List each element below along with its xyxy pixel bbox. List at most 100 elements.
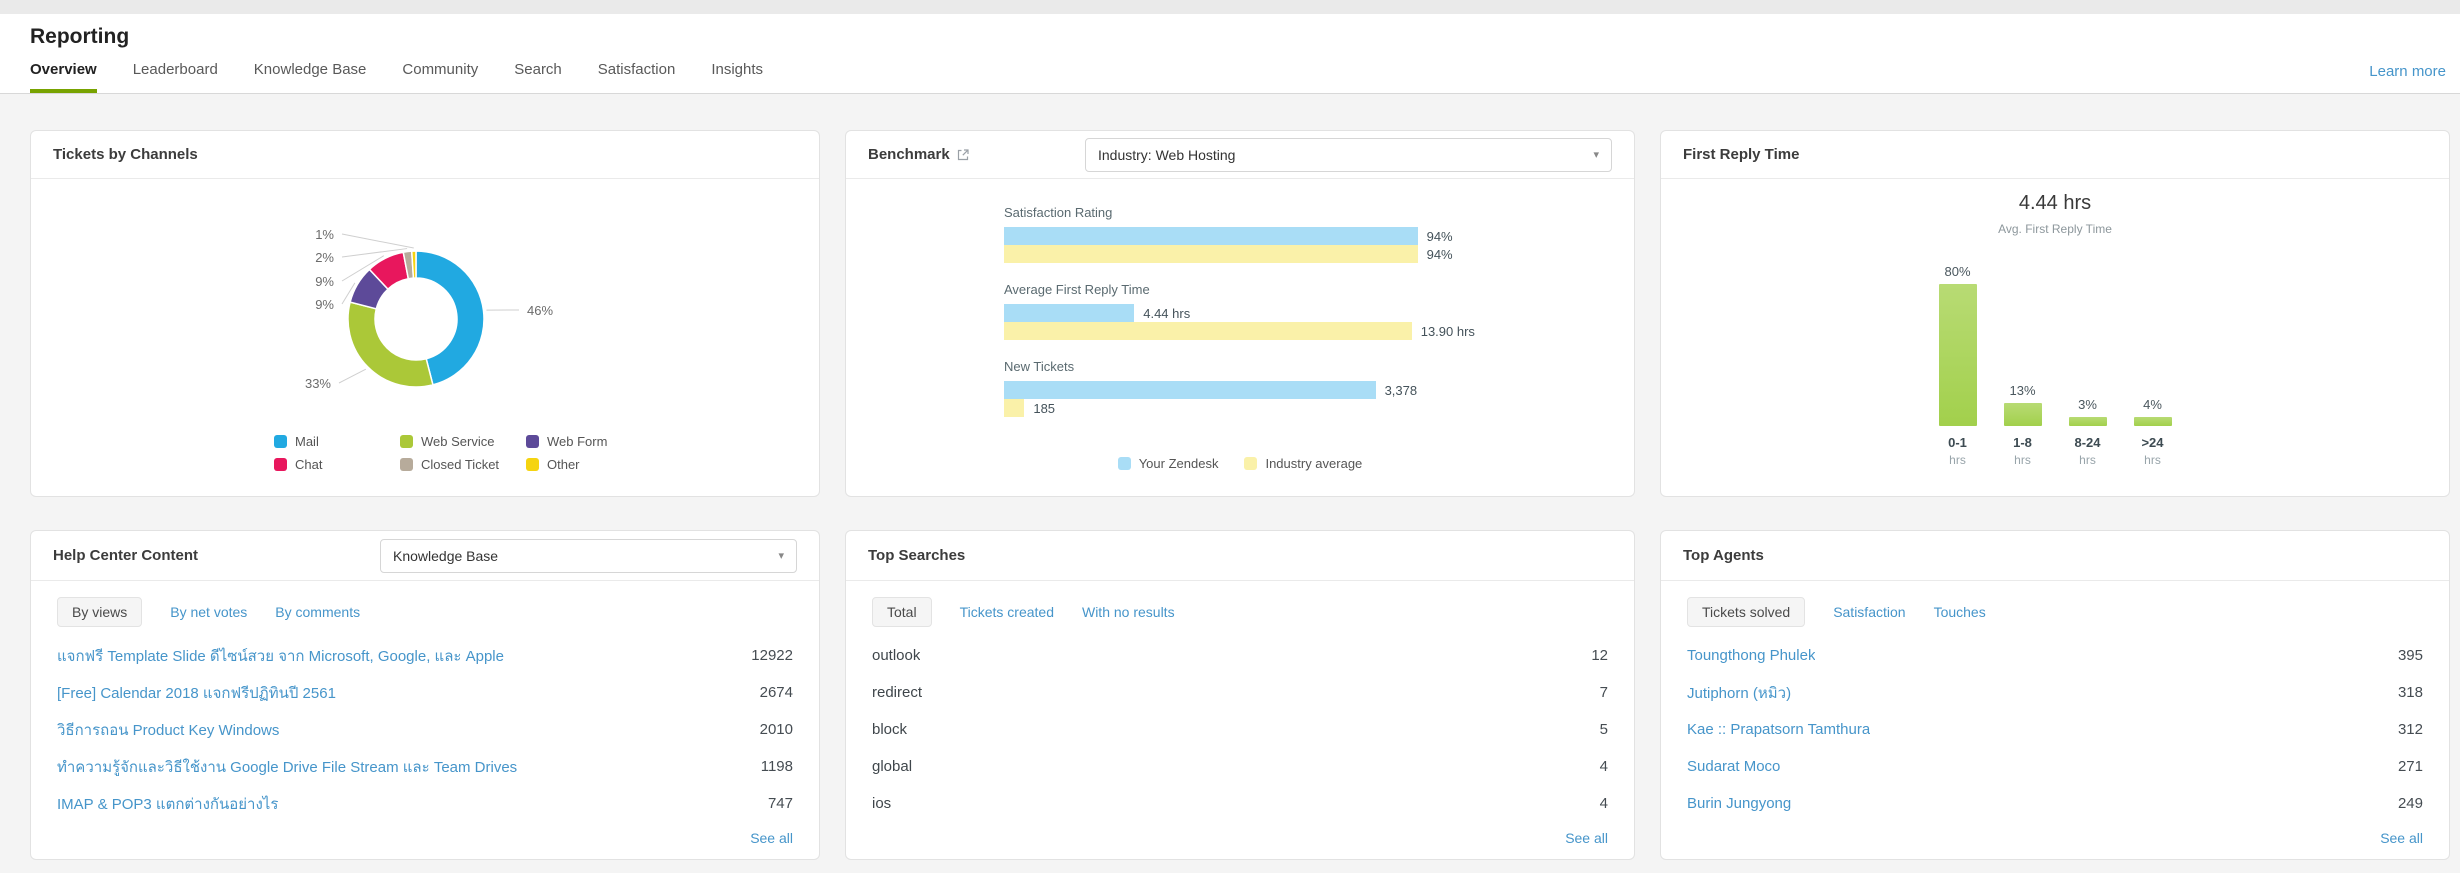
help-center-tab-by-comments[interactable]: By comments [275,604,361,620]
list-row: outlook 12 [872,637,1608,674]
tickets-by-channels-chart-area: 46% 33% 9% 9% 2% 1% Mail Web Service Web Form Ch… [31,179,819,472]
top-agents-tabs: Tickets solved Satisfaction Touches [1687,597,2423,627]
list-row: Sudarat Moco 271 [1687,748,2423,785]
tickets-by-channels-donut-chart: 46% 33% 9% 9% 2% 1% [305,227,553,391]
top-searches-tab-tickets-created[interactable]: Tickets created [959,604,1054,620]
top-searches-tab-total[interactable]: Total [872,597,932,627]
frt-bar-value: 80% [1944,264,1971,279]
benchmark-bar-value: 185 [1033,400,1056,416]
top-searches-tabs: Total Tickets created With no results [872,597,1608,627]
list-row: ios 4 [872,785,1608,822]
cards-grid: Tickets by Channels 46% 33% 9% 9% 2% 1% Mail W… [30,130,2450,860]
legend-item-your-zendesk: Your Zendesk [1117,456,1218,471]
frt-bar-col: 3% [2066,397,2110,426]
top-agents-tab-touches[interactable]: Touches [1933,604,1986,620]
web-service-swatch-icon [400,435,413,448]
frt-tick-range: >24 [2141,435,2164,450]
item-value: 747 [767,795,793,812]
item-value: 4 [1599,758,1608,775]
benchmark-bar-row: 3,378 [1004,381,1634,399]
tab-satisfaction[interactable]: Satisfaction [597,61,676,78]
legend-item-mail: Mail [274,434,386,449]
item-link[interactable]: ทำความรู้จักและวิธีใช้งาน Google Drive F… [57,758,518,776]
item-value: 5 [1599,721,1608,738]
top-strip [0,0,2460,14]
benchmark-bar-value: 3,378 [1384,382,1418,398]
benchmark-bar-value: 13.90 hrs [1420,323,1475,339]
donut-percent-label: 9% [315,297,334,312]
chat-swatch-icon [274,458,287,471]
item-link[interactable]: แจกฟรี Template Slide ดีไซน์สวย จาก Micr… [57,647,504,665]
top-searches-tab-with-no-results[interactable]: With no results [1081,604,1175,620]
external-link-icon[interactable] [957,148,969,161]
frt-bar-8-24 [2068,417,2107,426]
frt-tick-unit: hrs [1949,453,1966,467]
list-row: Burin Jungyong 249 [1687,785,2423,822]
item-link[interactable]: Burin Jungyong [1687,795,1792,812]
avg-first-reply-time-label: Avg. First Reply Time [1998,222,2112,236]
tab-insights[interactable]: Insights [711,61,764,78]
item-link[interactable]: IMAP & POP3 แตกต่างกันอย่างไร [57,795,279,813]
tab-community[interactable]: Community [402,61,479,78]
tab-knowledge-base[interactable]: Knowledge Base [253,61,367,78]
select-value: Knowledge Base [393,547,499,564]
item-value: 312 [2397,721,2423,738]
top-agents-tab-tickets-solved[interactable]: Tickets solved [1687,597,1806,627]
frt-axis-tick: >24 hrs [2131,435,2175,467]
first-reply-time-axis: 0-1 hrs 1-8 hrs 8-24 hrs >24 hrs [1936,435,2175,467]
learn-more-link[interactable]: Learn more [2369,63,2446,80]
benchmark-bar-your-zendesk [1004,227,1418,245]
item-link[interactable]: Toungthong Phulek [1687,647,1816,664]
item-value: 318 [2397,684,2423,701]
list-row: แจกฟรี Template Slide ดีไซน์สวย จาก Micr… [57,637,793,674]
item-link[interactable]: [Free] Calendar 2018 แจกฟรีปฏิทินปี 2561 [57,684,336,702]
help-center-tab-by-net-votes[interactable]: By net votes [170,604,248,620]
donut-label-line [338,368,367,384]
card-header: Tickets by Channels [31,131,819,179]
first-reply-time-card: First Reply Time 4.44 hrs Avg. First Rep… [1660,130,2450,497]
list-row: ทำความรู้จักและวิธีใช้งาน Google Drive F… [57,748,793,785]
help-center-content-select[interactable]: Knowledge Base ▾ [380,538,797,573]
legend-item-closed-ticket: Closed Ticket [400,457,512,472]
item-link[interactable]: วิธีการถอน Product Key Windows [57,721,280,739]
donut-slice-web-service [347,301,434,388]
help-center-tabs: By views By net votes By comments [57,597,793,627]
tab-leaderboard[interactable]: Leaderboard [132,61,218,78]
item-value: 12922 [751,647,793,664]
top-agents-see-all-link[interactable]: See all [2380,830,2423,846]
item-label: outlook [872,647,921,664]
help-center-see-all-link[interactable]: See all [750,830,793,846]
top-searches-see-all-link[interactable]: See all [1565,830,1608,846]
industry-average-swatch-icon [1244,457,1258,470]
donut-slice-other [410,250,417,279]
frt-bar-24 [2133,417,2172,426]
benchmark-group-label: Satisfaction Rating [1004,205,1113,220]
your-zendesk-swatch-icon [1117,457,1131,470]
legend-label: Chat [295,457,323,472]
main-tabs: Overview Leaderboard Knowledge Base Communi… [30,61,763,93]
top-agents-list: Toungthong Phulek 395 Jutiphorn (หมิว) 318 K… [1687,637,2423,824]
donut-label-line [341,255,385,282]
legend-item-chat: Chat [274,457,386,472]
tab-overview[interactable]: Overview [30,61,97,93]
frt-bar-value: 4% [2143,397,2162,412]
see-all-row: See all [846,824,1634,859]
benchmark-industry-select[interactable]: Industry: Web Hosting ▾ [1085,137,1612,172]
item-link[interactable]: Kae :: Prapatsorn Tamthura [1687,721,1871,738]
frt-tick-range: 8-24 [2074,435,2101,450]
item-link[interactable]: Jutiphorn (หมิว) [1687,684,1792,702]
tab-search[interactable]: Search [514,61,562,78]
donut-percent-label: 9% [315,274,334,289]
item-value: 271 [2397,758,2423,775]
item-link[interactable]: Sudarat Moco [1687,758,1781,775]
item-value: 12 [1591,647,1608,664]
donut-slice-mail [415,250,485,386]
help-center-tab-by-views[interactable]: By views [57,597,143,627]
legend-label: Closed Ticket [421,457,500,472]
frt-axis-tick: 8-24 hrs [2066,435,2110,467]
see-all-row: See all [1661,824,2449,859]
item-value: 2674 [759,684,793,701]
top-agents-tab-satisfaction[interactable]: Satisfaction [1833,604,1906,620]
help-center-list: แจกฟรี Template Slide ดีไซน์สวย จาก Micr… [57,637,793,824]
benchmark-bar-your-zendesk [1004,304,1135,322]
